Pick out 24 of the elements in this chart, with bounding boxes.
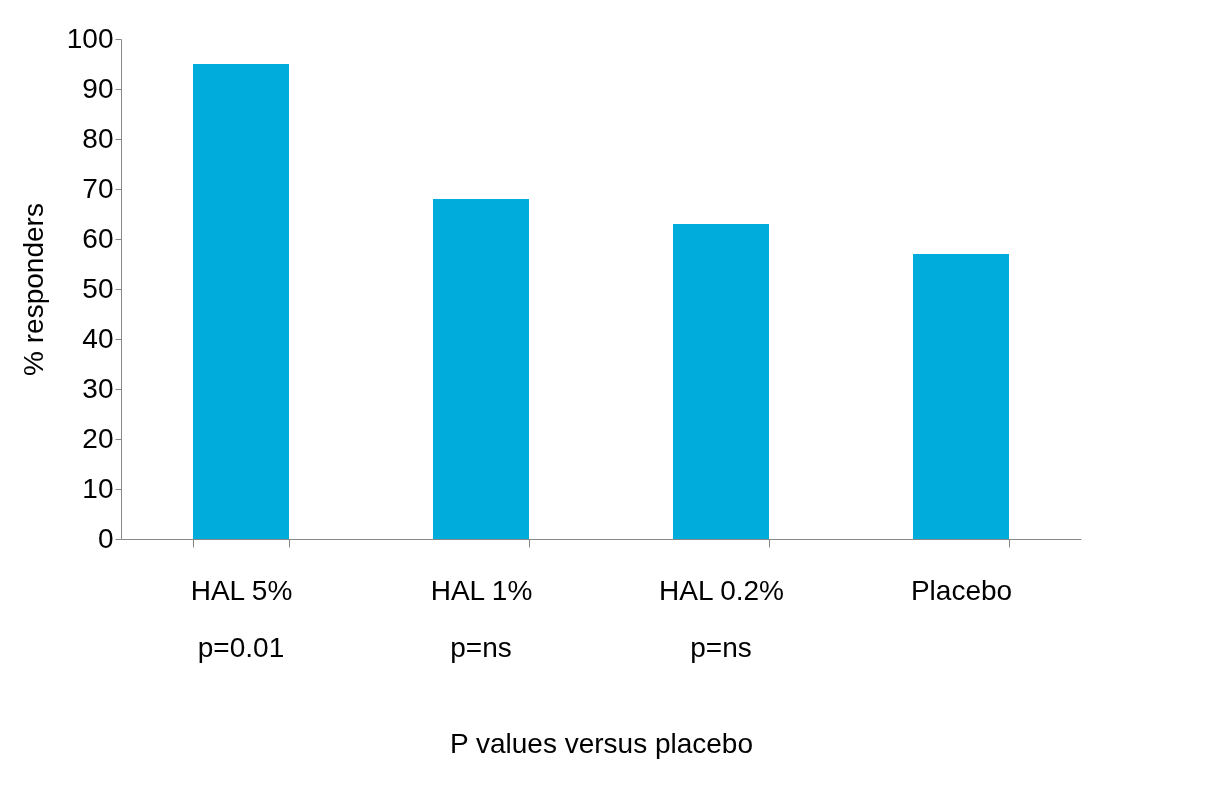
x-tick-label: HAL 5% <box>190 574 293 606</box>
x-axis-title: P values versus placebo <box>450 727 753 759</box>
y-tick-label: 80 <box>82 122 114 154</box>
x-tick-label: HAL 0.2% <box>658 574 785 606</box>
y-tick-label: 10 <box>82 472 114 504</box>
text: p=0.01 <box>197 632 285 663</box>
text: p=ns <box>690 632 752 663</box>
y-tick-label: 30 <box>82 372 114 404</box>
y-axis-title: % responders <box>17 203 49 376</box>
y-tick-label: 40 <box>82 322 114 354</box>
y-tick-label: 0 <box>97 522 114 554</box>
y-tick-label: 20 <box>82 422 114 454</box>
x-tick-label: Placebo <box>910 574 1013 606</box>
bar <box>433 199 529 539</box>
y-tick-label: 60 <box>82 222 114 254</box>
y-tick-label: 50 <box>82 272 114 304</box>
bar <box>673 224 769 539</box>
y-tick-label: 70 <box>82 172 114 204</box>
bar <box>913 254 1009 539</box>
bar <box>193 64 289 539</box>
text: p=ns <box>450 632 512 663</box>
y-tick-label: 100 <box>66 22 114 54</box>
y-tick-label: 90 <box>82 72 114 104</box>
x-tick-label: HAL 1% <box>430 574 533 606</box>
